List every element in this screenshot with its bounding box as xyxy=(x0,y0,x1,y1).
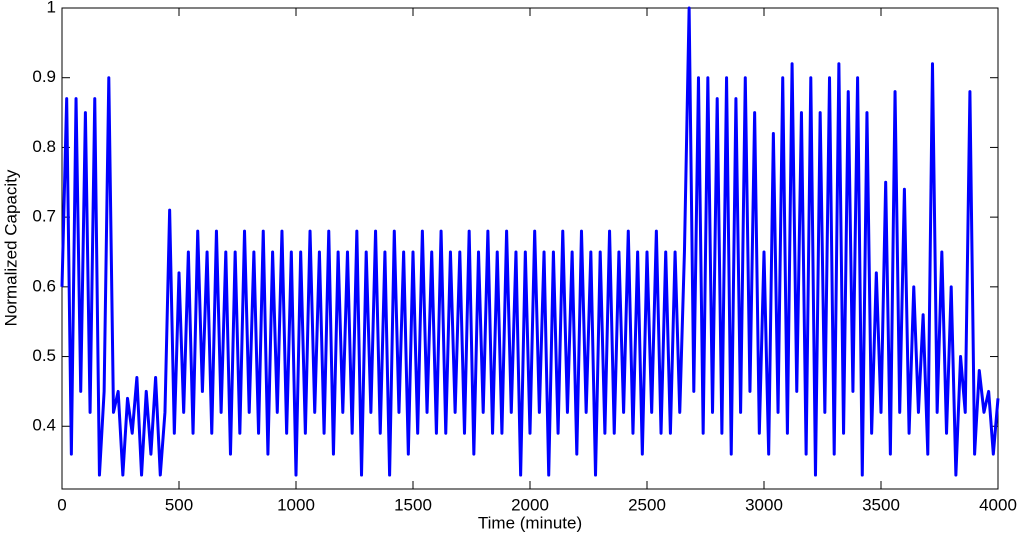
x-axis-label: Time (minute) xyxy=(478,513,582,532)
y-tick-label: 0.8 xyxy=(32,137,56,156)
data-line xyxy=(60,6,1000,477)
y-axis-label: Normalized Capacity xyxy=(1,169,20,326)
x-tick-label: 0 xyxy=(57,495,66,514)
x-tick-label: 500 xyxy=(165,495,193,514)
y-tick-label: 0.7 xyxy=(32,207,56,226)
x-tick-label: 4000 xyxy=(979,495,1017,514)
x-tick-label: 1500 xyxy=(394,495,432,514)
x-tick-label: 1000 xyxy=(277,495,315,514)
y-tick-label: 0.5 xyxy=(32,346,56,365)
x-tick-label: 2500 xyxy=(628,495,666,514)
y-tick-label: 0.9 xyxy=(32,67,56,86)
y-tick-label: 1 xyxy=(47,0,56,16)
x-tick-label: 2000 xyxy=(511,495,549,514)
x-tick-label: 3500 xyxy=(862,495,900,514)
x-tick-label: 3000 xyxy=(745,495,783,514)
y-tick-label: 0.4 xyxy=(32,416,56,435)
y-tick-label: 0.6 xyxy=(32,276,56,295)
